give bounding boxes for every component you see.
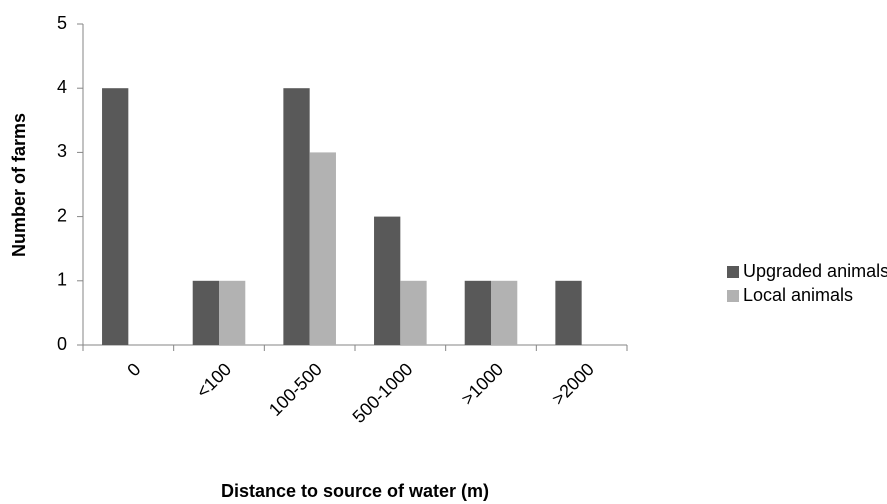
y-tick-label: 4 (57, 77, 67, 97)
bar (102, 88, 129, 345)
legend-label: Local animals (743, 285, 853, 305)
legend-swatch (727, 266, 739, 278)
x-tick-label: >2000 (548, 359, 598, 409)
y-tick-label: 1 (57, 270, 67, 290)
x-tick-label: 0 (123, 359, 144, 380)
x-tick-label: >1000 (457, 359, 507, 409)
legend-swatch (727, 290, 739, 302)
bar (192, 280, 219, 345)
x-tick-label: <100 (192, 359, 235, 402)
y-tick-label: 0 (57, 334, 67, 354)
bar (464, 280, 491, 345)
y-tick-label: 3 (57, 141, 67, 161)
x-axis-title: Distance to source of water (m) (221, 481, 489, 501)
y-tick-label: 5 (57, 13, 67, 33)
bar (491, 280, 518, 345)
legend-label: Upgraded animals (743, 261, 887, 281)
bar (283, 88, 310, 345)
y-axis-title: Number of farms (9, 113, 29, 257)
x-tick-label: 100-500 (265, 359, 326, 420)
bar (555, 280, 582, 345)
x-tick-label: 500-1000 (349, 359, 417, 427)
bar (374, 216, 401, 345)
bar (219, 280, 246, 345)
bar (309, 152, 336, 345)
y-tick-label: 2 (57, 205, 67, 225)
bar (400, 280, 427, 345)
